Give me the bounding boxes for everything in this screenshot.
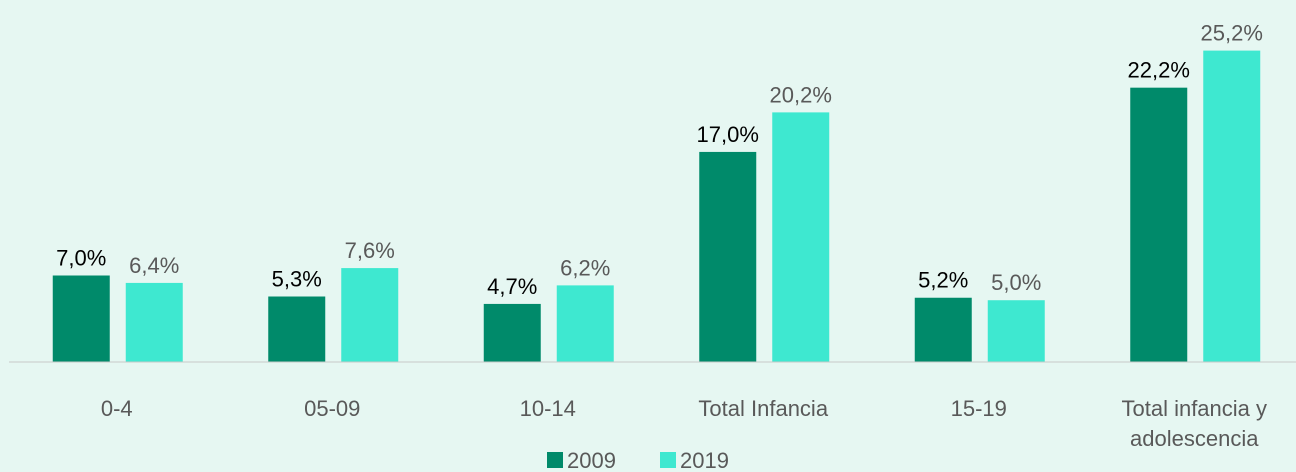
data-label: 22,2% bbox=[1128, 58, 1190, 83]
data-label: 6,2% bbox=[560, 255, 610, 280]
data-label: 4,7% bbox=[487, 274, 537, 299]
x-tick-label: 10-14 bbox=[519, 396, 576, 421]
bar bbox=[772, 112, 830, 362]
legend-label: 2019 bbox=[680, 448, 729, 472]
data-label: 6,4% bbox=[129, 253, 179, 278]
legend-label: 2009 bbox=[567, 448, 616, 472]
x-tick-label: 15-19 bbox=[950, 396, 1007, 421]
bar bbox=[1130, 87, 1188, 363]
data-label: 20,2% bbox=[770, 82, 832, 107]
data-label: 17,0% bbox=[697, 122, 759, 147]
data-label: 25,2% bbox=[1201, 21, 1263, 46]
bar bbox=[1203, 50, 1261, 362]
x-tick-label: Total infancia y adolescencia bbox=[1121, 396, 1268, 451]
legend-swatch bbox=[547, 452, 563, 468]
bar bbox=[341, 268, 399, 362]
x-tick-label: 05-09 bbox=[304, 396, 361, 421]
bar bbox=[699, 151, 757, 362]
data-label: 7,0% bbox=[56, 246, 106, 271]
data-label: 7,6% bbox=[345, 238, 395, 263]
bar bbox=[52, 275, 110, 362]
bar bbox=[914, 297, 972, 362]
bar bbox=[987, 300, 1045, 362]
bar bbox=[483, 303, 541, 362]
x-tick-label: Total Infancia bbox=[698, 396, 829, 421]
data-label: 5,0% bbox=[991, 270, 1041, 295]
bar bbox=[125, 282, 183, 362]
data-label: 5,3% bbox=[272, 267, 322, 292]
bar bbox=[556, 285, 614, 362]
bar bbox=[268, 296, 326, 362]
x-tick-label: 0-4 bbox=[100, 396, 133, 421]
legend-swatch bbox=[660, 452, 676, 468]
data-label: 5,2% bbox=[918, 268, 968, 293]
